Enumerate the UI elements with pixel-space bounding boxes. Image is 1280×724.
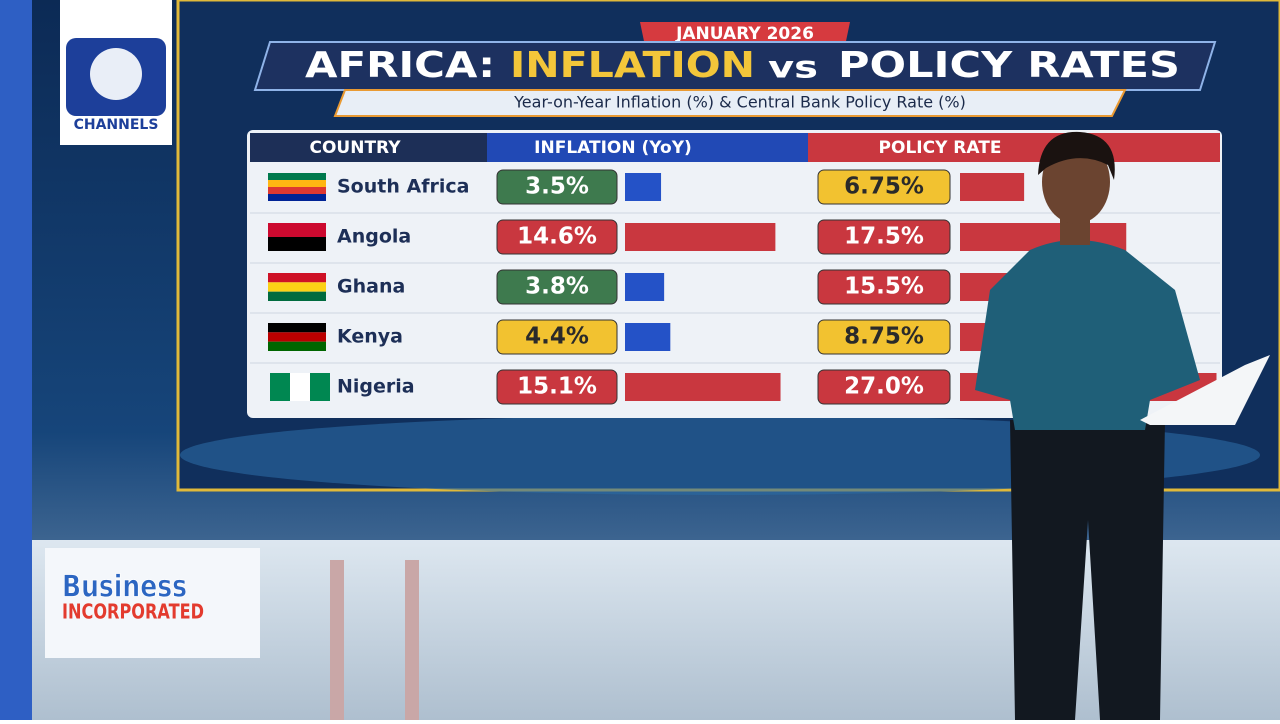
title-part: POLICY RATES <box>838 45 1180 86</box>
country: South Africa <box>337 176 469 198</box>
policy-badge <box>817 369 951 405</box>
logo-text: CHANNELS <box>74 117 159 133</box>
flag-stripe <box>290 373 310 401</box>
column-header: POLICY RATE <box>879 138 1002 158</box>
inflation-badge <box>496 169 618 205</box>
date: JANUARY 2026 <box>675 24 814 44</box>
title-part: vs <box>768 51 818 86</box>
column-header: INFLATION (YoY) <box>534 138 692 158</box>
policy-label: 17.5% <box>844 224 924 250</box>
flag-stripe <box>268 223 326 237</box>
inflation-bar <box>625 173 662 201</box>
header-cell <box>250 133 487 162</box>
flag-stripe <box>268 291 326 301</box>
logo-globe <box>90 48 142 100</box>
policy-badge <box>817 219 951 255</box>
pillar <box>330 560 344 720</box>
flag-stripe <box>268 341 326 351</box>
pillar <box>405 560 419 720</box>
policy-label: 6.75% <box>844 174 924 200</box>
country: Nigeria <box>337 376 415 398</box>
policy-badge <box>817 169 951 205</box>
flag-stripe <box>268 282 326 292</box>
country: Angola <box>337 226 411 248</box>
show-logo-line2: INCORPORATED <box>62 600 204 624</box>
policy-label: 15.5% <box>844 274 924 300</box>
inflation-badge <box>496 369 618 405</box>
flag-stripe <box>270 373 290 401</box>
flag-stripe <box>268 323 326 333</box>
flag-stripe <box>268 187 326 194</box>
flag-stripe <box>310 373 330 401</box>
header-cell <box>808 133 1220 162</box>
show-logo-box <box>45 548 260 658</box>
inflation-label: 4.4% <box>525 324 589 350</box>
country: Kenya <box>337 326 403 348</box>
show-logo-line1: Business <box>62 570 187 605</box>
flag-stripe <box>268 332 326 342</box>
policy-badge <box>817 319 951 355</box>
country: Ghana <box>337 276 405 298</box>
inflation-badge <box>496 219 618 255</box>
flag-stripe <box>268 180 326 187</box>
inflation-bar <box>625 323 671 351</box>
flag-stripe <box>268 194 326 201</box>
inflation-bar <box>625 223 776 251</box>
subtitle-bar <box>333 89 1127 117</box>
policy-label: 8.75% <box>844 324 924 350</box>
flag-stripe <box>268 273 326 283</box>
policy-label: 27.0% <box>844 374 924 400</box>
inflation-badge <box>496 319 618 355</box>
presenter <box>975 131 1270 720</box>
title-part: AFRICA: <box>305 45 495 86</box>
column-header: COUNTRY <box>309 138 401 158</box>
left-band <box>0 0 32 720</box>
policy-badge <box>817 269 951 305</box>
header-cell <box>487 133 808 162</box>
title-part: INFLATION <box>510 45 755 86</box>
inflation-bar <box>625 273 665 301</box>
inflation-label: 3.8% <box>525 274 589 300</box>
inflation-label: 14.6% <box>517 224 597 250</box>
inflation-label: 3.5% <box>525 174 589 200</box>
flag-stripe <box>268 237 326 251</box>
policy-bar <box>960 173 1025 201</box>
flag-stripe <box>268 173 326 180</box>
inflation-bar <box>625 373 781 401</box>
inflation-label: 15.1% <box>517 374 597 400</box>
inflation-badge <box>496 269 618 305</box>
subtitle: Year-on-Year Inflation (%) & Central Ban… <box>513 93 966 112</box>
wall-glow <box>180 415 1260 495</box>
title-banner <box>253 41 1217 91</box>
date-tag <box>640 22 850 46</box>
